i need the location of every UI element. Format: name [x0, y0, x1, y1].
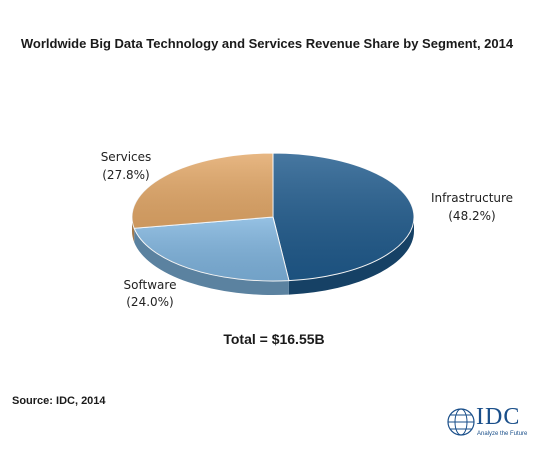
idc-logo-tagline: Analyze the Future [477, 431, 528, 437]
slice-label-software-name: Software [124, 278, 177, 292]
pie-slice-gloss-infrastructure [273, 153, 414, 281]
pie-side-infrastructure [288, 217, 414, 295]
slice-label-infrastructure-value: (48.2%) [448, 209, 495, 223]
slice-label-services-name: Services [101, 150, 152, 164]
pie-top-group [131, 152, 415, 282]
slice-label-software-value: (24.0%) [126, 295, 173, 309]
pie-slice-gloss-software [134, 217, 289, 281]
slice-label-infrastructure-name: Infrastructure [431, 191, 513, 205]
pie-slice-gloss-services [131, 153, 273, 229]
idc-logo-wordmark: IDC [476, 404, 521, 430]
idc-logo: IDC Analyze the Future [446, 404, 534, 446]
source-note: Source: IDC, 2014 [12, 395, 106, 407]
idc-globe-icon [447, 408, 475, 436]
chart-title: Worldwide Big Data Technology and Servic… [20, 36, 514, 51]
pie-side-software [134, 228, 289, 295]
slice-label-services-value: (27.8%) [102, 168, 149, 182]
total-label: Total = $16.55B [223, 331, 325, 347]
